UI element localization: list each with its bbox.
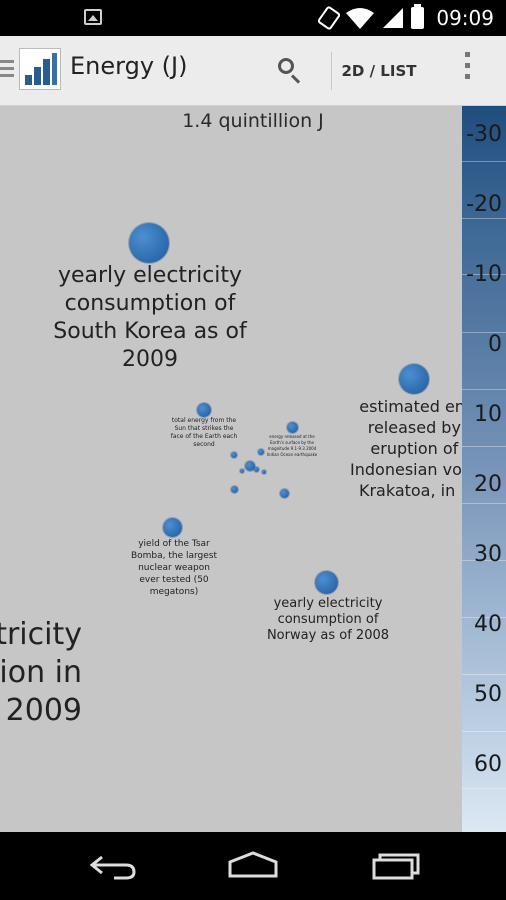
- battery-icon: [411, 4, 425, 29]
- recent-apps-icon: [372, 853, 420, 880]
- bubble-small-5[interactable]: [240, 469, 244, 473]
- bubble-small-1[interactable]: [231, 452, 237, 458]
- rotation-icon: [317, 5, 342, 31]
- home-button[interactable]: [226, 850, 280, 880]
- label-sun-earth: total energy from the Sun that strikes t…: [170, 417, 238, 448]
- bubble-small-8[interactable]: [280, 489, 289, 498]
- recent-apps-button[interactable]: [370, 852, 422, 880]
- label-cut-off-left: electricity consumption in 2009: [0, 617, 82, 728]
- label-south-korea: yearly electricity consumption of South …: [53, 263, 247, 372]
- search-button[interactable]: [270, 52, 310, 92]
- navigation-bar: [0, 832, 506, 900]
- ruler-tick: -10: [466, 262, 502, 287]
- label-krakatoa: estimated energy released by the eruptio…: [350, 397, 462, 500]
- drawer-menu-icon[interactable]: [0, 60, 14, 80]
- home-icon: [228, 851, 278, 878]
- bubble-small-4[interactable]: [254, 467, 259, 472]
- overflow-menu-icon[interactable]: [462, 52, 472, 88]
- action-bar: Energy (J) 2D / LIST: [0, 36, 506, 106]
- signal-icon: [383, 8, 404, 28]
- ruler-tick: 60: [474, 752, 502, 777]
- bubble-sun-earth[interactable]: [197, 403, 211, 417]
- bubble-south-korea[interactable]: [129, 223, 169, 263]
- scale-ruler[interactable]: -30 -20 -10 0 10 20 30 40 50 60: [462, 106, 506, 832]
- label-norway: yearly electricity consumption of Norway…: [266, 596, 390, 643]
- ruler-tick: 30: [474, 542, 502, 567]
- clock: 09:09: [436, 6, 494, 30]
- bubble-krakatoa[interactable]: [399, 364, 429, 394]
- bubble-small-6[interactable]: [262, 470, 266, 474]
- status-icons: 09:09: [317, 4, 494, 31]
- image-notification-icon: [84, 9, 102, 25]
- view-mode-button[interactable]: 2D / LIST: [341, 62, 417, 80]
- ruler-tick: 20: [474, 472, 502, 497]
- ruler-tick: 40: [474, 612, 502, 637]
- wifi-icon: [345, 7, 375, 29]
- bubble-small-3[interactable]: [258, 449, 264, 455]
- app-logo-icon[interactable]: [19, 48, 61, 90]
- ruler-tick: -20: [466, 192, 502, 217]
- bubble-canvas[interactable]: 1.4 quintillion J yearly electricity con…: [0, 106, 462, 832]
- page-title: Energy (J): [70, 52, 188, 80]
- bubble-tsar-bomba[interactable]: [163, 518, 182, 537]
- bubble-small-2[interactable]: [245, 461, 255, 471]
- back-button[interactable]: [88, 852, 138, 880]
- search-icon: [278, 58, 294, 74]
- back-icon: [89, 855, 136, 880]
- ruler-tick: 10: [474, 402, 502, 427]
- total-value-label: 1.4 quintillion J: [182, 110, 324, 132]
- ruler-tick: 0: [488, 332, 502, 357]
- ruler-tick: 50: [474, 682, 502, 707]
- bubble-norway[interactable]: [315, 571, 338, 594]
- label-earthquake: energy released at the Earth's surface b…: [266, 434, 318, 457]
- status-bar: 09:09: [0, 0, 506, 36]
- bubble-small-7[interactable]: [231, 486, 238, 493]
- action-divider: [331, 52, 332, 90]
- ruler-tick: -30: [466, 122, 502, 147]
- bubble-earthquake[interactable]: [287, 422, 298, 433]
- label-tsar-bomba: yield of the Tsar Bomba, the largest nuc…: [130, 539, 218, 597]
